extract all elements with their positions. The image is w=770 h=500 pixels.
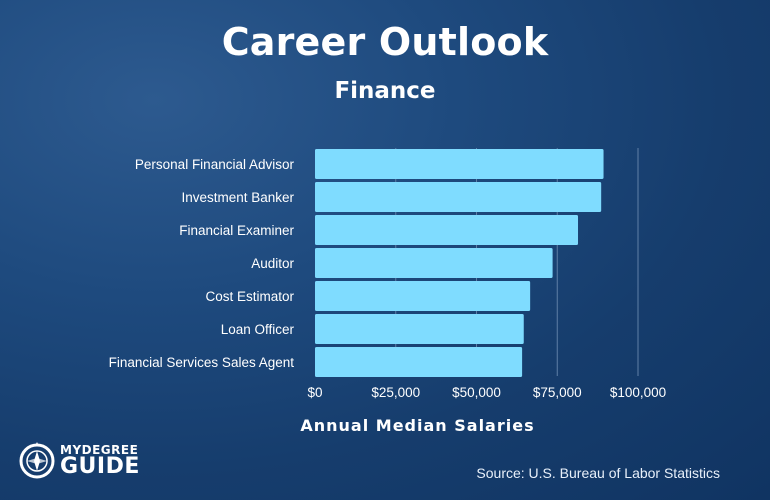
x-tick-label: $50,000 <box>452 385 501 400</box>
category-label: Auditor <box>251 256 294 271</box>
chart-subtitle: Finance <box>334 78 436 104</box>
bars <box>315 149 604 377</box>
x-tick-label: $25,000 <box>371 385 420 400</box>
logo-text-bottom: GUIDE <box>60 454 140 479</box>
bar <box>315 347 523 377</box>
x-tick-label: $100,000 <box>610 385 666 400</box>
category-label: Financial Examiner <box>179 223 294 238</box>
x-tick-labels: $0 $25,000 $50,000 $75,000 $100,000 <box>307 385 666 400</box>
bar <box>315 215 579 245</box>
logo-text-top: MYDEGREE <box>60 443 139 457</box>
bar <box>315 314 524 344</box>
x-tick-label: $75,000 <box>533 385 582 400</box>
x-tick-label: $0 <box>307 385 322 400</box>
category-label: Investment Banker <box>181 190 294 205</box>
logo: MYDEGREE GUIDE <box>18 440 148 484</box>
bar <box>315 149 604 179</box>
source-note: Source: U.S. Bureau of Labor Statistics <box>476 465 720 481</box>
compass-icon <box>19 442 55 479</box>
category-label: Financial Services Sales Agent <box>109 355 295 370</box>
category-labels: Personal Financial Advisor Investment Ban… <box>109 157 295 370</box>
category-label: Cost Estimator <box>205 289 294 304</box>
bar <box>315 281 531 311</box>
bar <box>315 248 553 278</box>
category-label: Loan Officer <box>221 322 295 337</box>
bar <box>315 182 602 212</box>
category-label: Personal Financial Advisor <box>135 157 295 172</box>
x-axis-label: Annual Median Salaries <box>300 416 535 435</box>
chart-title: Career Outlook <box>221 20 549 64</box>
